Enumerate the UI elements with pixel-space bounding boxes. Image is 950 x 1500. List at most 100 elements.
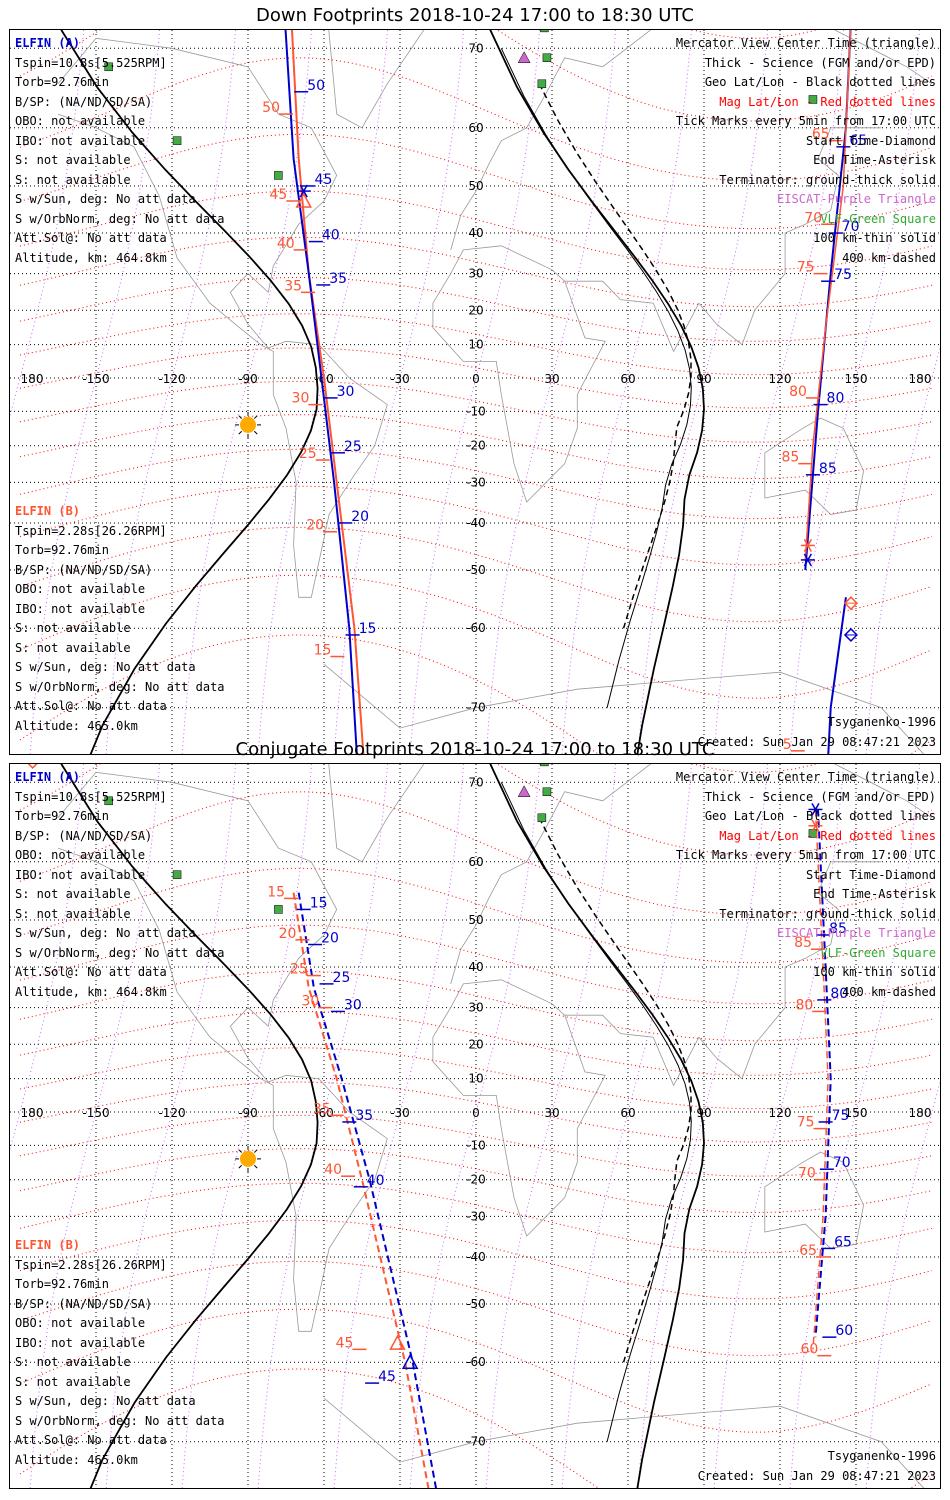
vlf-station-icon	[104, 62, 113, 72]
legend-item: End Time-Asterisk	[813, 153, 936, 167]
track-tick-label: 85	[782, 450, 800, 466]
latitude-label: 30	[468, 267, 483, 281]
track-tick-label: 75	[832, 1108, 850, 1124]
coastline	[323, 1397, 925, 1488]
conjugate-footprints-map: 180 -150 -120 -90 -60 -30 0 30 60 90 120 150 180 70 60…	[9, 763, 941, 1489]
latitude-label: 50	[468, 179, 483, 193]
mag-latitude-line	[19, 313, 933, 376]
center-time-triangle	[389, 1334, 406, 1350]
terminator-400km	[538, 83, 692, 629]
panel2-title: Conjugate Footprints 2018-10-24 17:00 to…	[235, 739, 715, 760]
info-line: S: not available	[15, 906, 131, 921]
satellite-track	[284, 30, 358, 754]
latitude-label: -70	[466, 701, 486, 715]
track-tick-label: 25	[290, 962, 308, 978]
track-tick-label: 80	[789, 384, 807, 400]
vlf-station-icon	[537, 79, 547, 89]
info-line: Torb=92.76min	[15, 75, 109, 89]
satellite-track	[804, 30, 852, 560]
longitude-label: 0	[472, 372, 480, 386]
track-tick-label: 50	[262, 100, 280, 116]
mag-latitude-line	[19, 133, 933, 230]
info-line: B/SP: (NA/ND/SD/SA)	[15, 562, 153, 577]
vlf-station-icon	[274, 905, 283, 914]
info-line: S w/OrbNorm, deg: No att data	[15, 945, 225, 960]
longitude-label: -90	[238, 1106, 258, 1120]
track-tick-label: 25	[299, 446, 317, 462]
legend-item: Start Time-Diamond	[805, 133, 936, 148]
legend-item: Mag Lat/Lon - Red dotted lines	[719, 94, 936, 109]
down-footprints-map: 180 -150 -120 -90 -60 -30 0 30 60 90 120 150 180 70 60…	[9, 29, 941, 755]
elfin-a-info: ELFIN (A) Tspin=10.8s[5.525RPM] Torb=92.7…	[15, 768, 225, 1002]
legend-item: Geo Lat/Lon - Black dotted lines	[704, 75, 936, 89]
mag-latitude-line	[19, 485, 933, 566]
info-line: S: not available	[15, 621, 131, 635]
info-line: IBO: not available	[15, 133, 146, 148]
latitude-label: -20	[466, 1173, 486, 1187]
longitude-label: -90	[238, 372, 258, 386]
legend-item: Mercator View Center Time (triangle)	[675, 770, 936, 784]
model-info: Tsyganenko-1996 Created: Sun Jan 29 08:4…	[698, 1447, 936, 1486]
legend: Mercator View Center Time (triangle) Thic…	[676, 768, 936, 1002]
vlf-station-icon	[274, 171, 283, 180]
info-line: IBO: not available	[15, 867, 146, 882]
track-tick-label: 75	[797, 260, 815, 276]
coastline	[564, 861, 882, 1087]
longitude-label: -120	[158, 372, 185, 386]
elfin-b-header: ELFIN (B)	[15, 504, 81, 518]
latitude-label: -30	[466, 475, 486, 489]
coastline	[57, 113, 274, 352]
info-line: S w/OrbNorm, deg: No att data	[15, 1413, 225, 1428]
info-line: S: not available	[15, 640, 131, 655]
track-tick-label: 15	[314, 643, 332, 659]
panel1-title: Down Footprints 2018-10-24 17:00 to 18:3…	[256, 5, 694, 26]
latitude-label: -40	[466, 1250, 486, 1264]
latitude-label: 60	[468, 855, 483, 869]
end-time-asterisk	[811, 819, 820, 833]
coastline	[564, 127, 882, 353]
legend-item: 400 km-dashed	[842, 250, 936, 265]
track-tick-label: 65	[812, 127, 830, 143]
latitude-label: -50	[466, 563, 486, 577]
latitude-label: 50	[468, 913, 483, 927]
track-tick-label: 15	[310, 895, 328, 911]
legend-item: Start Time-Diamond	[805, 867, 936, 882]
coastline	[328, 764, 425, 863]
info-line: IBO: not available	[15, 1335, 146, 1350]
info-line: S: not available	[15, 1355, 131, 1369]
track-tick-label: 45	[378, 1369, 396, 1385]
legend-item: Geo Lat/Lon - Black dotted lines	[704, 809, 936, 823]
info-line: Tspin=2.28s[26.26RPM]	[15, 1257, 167, 1272]
latitude-label: -20	[466, 439, 486, 453]
mag-latitude-line	[19, 1219, 933, 1300]
sun-ray	[238, 1164, 242, 1169]
longitude-label: 150	[845, 1106, 868, 1120]
legend-item: EISCAT-Purple Triangle	[777, 192, 936, 206]
info-line: Tspin=10.8s[5.525RPM]	[15, 55, 167, 70]
track-tick-label: 40	[322, 228, 340, 244]
sun-icon	[240, 416, 256, 433]
eiscat-station-icon	[517, 785, 531, 797]
info-line: Altitude: 465.0km	[15, 718, 138, 733]
coastline	[328, 30, 425, 129]
vlf-station-icon	[542, 787, 552, 796]
latitude-label: -70	[466, 1435, 486, 1449]
info-line: B/SP: (NA/ND/SD/SA)	[15, 94, 153, 109]
info-line: B/SP: (NA/ND/SD/SA)	[15, 828, 153, 843]
sun-ray	[254, 430, 258, 435]
longitude-label: 180	[909, 1106, 932, 1120]
latitude-label: 20	[468, 1037, 483, 1051]
latitude-label: 70	[468, 41, 483, 55]
coastline	[57, 37, 338, 349]
latitude-label: -10	[466, 1138, 486, 1152]
longitude-label: -60	[314, 1106, 334, 1120]
model-name: Tsyganenko-1996	[827, 715, 936, 729]
longitude-label: -150	[82, 1106, 109, 1120]
model-info: Tsyganenko-1996 Created: Sun Jan 29 08:4…	[698, 713, 936, 752]
created-timestamp: Created: Sun Jan 29 08:47:21 2023	[697, 734, 936, 749]
terminator-ground	[60, 30, 319, 754]
legend-item: Tick Marks every 5min from 17:00 UTC	[675, 114, 936, 128]
elfin-a-header: ELFIN (A)	[15, 770, 81, 784]
vlf-station-icon	[537, 813, 547, 823]
track-tick-label: 70	[804, 210, 822, 226]
